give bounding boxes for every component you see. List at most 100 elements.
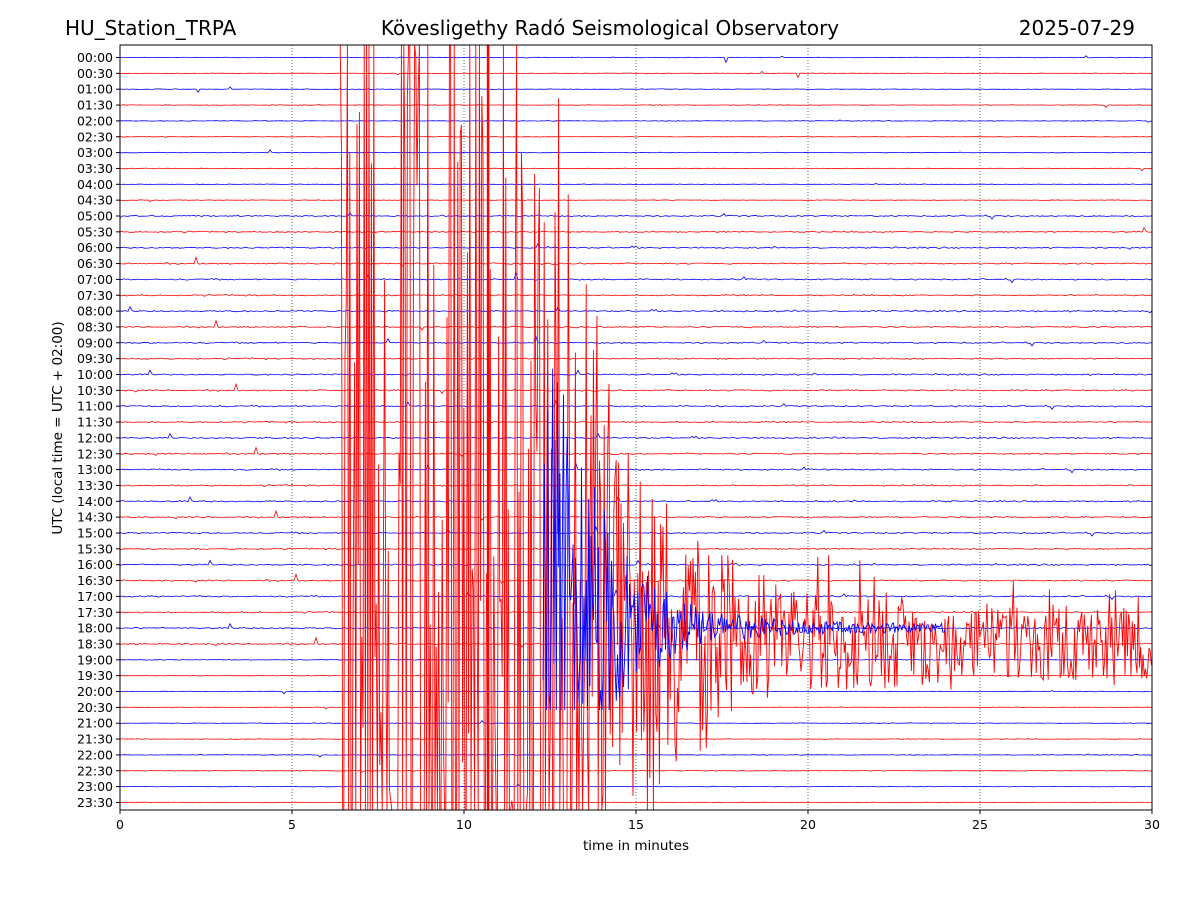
trace-1300: [119, 462, 1153, 474]
x-tick-label-6: 30: [1144, 817, 1160, 832]
trace-0500: [119, 212, 1153, 220]
y-tick-label-23: 11:30: [77, 415, 113, 430]
trace-0000: [119, 55, 1153, 64]
y-tick-label-8: 04:00: [77, 177, 113, 192]
trace-0930: [119, 357, 1153, 361]
y-tick-label-6: 03:00: [77, 145, 113, 160]
trace-1200: [119, 432, 1153, 440]
trace-1000: [119, 369, 1153, 376]
trace-0700: [119, 272, 1153, 284]
x-axis-ticks: 0 5 10 15 20 25 30: [116, 810, 1160, 832]
trace-1500: [119, 525, 1153, 537]
trace-0900: [119, 335, 1153, 347]
y-tick-label-36: 18:00: [77, 621, 113, 636]
y-tick-label-31: 15:30: [77, 541, 113, 556]
trace-2200: [119, 753, 1153, 758]
y-tick-label-35: 17:30: [77, 605, 113, 620]
y-tick-label-41: 20:30: [77, 700, 113, 715]
trace-1030: [120, 382, 1153, 394]
trace-1430: [119, 509, 1153, 521]
trace-2130: [119, 738, 1152, 740]
y-tick-label-5: 02:30: [77, 129, 113, 144]
y-tick-label-34: 17:00: [77, 589, 113, 604]
y-tick-label-30: 15:00: [77, 526, 113, 541]
trace-1400: [119, 496, 1153, 503]
trace-0400: [119, 182, 1152, 186]
trace-1730: [119, 610, 1153, 614]
y-tick-label-4: 02:00: [77, 113, 113, 128]
trace-0730: [119, 293, 1153, 297]
y-tick-label-28: 14:00: [77, 494, 113, 509]
y-tick-label-10: 05:00: [77, 209, 113, 224]
y-tick-label-14: 07:00: [77, 272, 113, 287]
trace-0600: [119, 242, 1153, 250]
y-tick-label-47: 23:30: [77, 795, 113, 810]
trace-0030: [119, 70, 1153, 79]
y-tick-label-12: 06:00: [77, 240, 113, 255]
trace-0630: [119, 255, 1153, 268]
chart-title: Kövesligethy Radó Seismological Observat…: [381, 16, 839, 40]
y-axis-ticks: 00:0000:3001:0001:3002:0002:3003:0003:30…: [77, 50, 120, 810]
trace-0430: [120, 199, 1153, 203]
trace-0830: [119, 319, 1153, 331]
trace-0130: [119, 104, 1153, 108]
x-tick-label-3: 15: [628, 817, 644, 832]
trace-1130: [119, 420, 1153, 424]
x-tick-label-0: 0: [116, 817, 124, 832]
y-tick-label-25: 12:30: [77, 446, 113, 461]
main-event-signal: [339, 44, 1152, 811]
trace-2300: [119, 783, 1153, 788]
x-axis-label: time in minutes: [583, 838, 689, 854]
y-tick-label-21: 10:30: [77, 383, 113, 398]
trace-0330: [119, 167, 1153, 172]
y-tick-label-2: 01:00: [77, 82, 113, 97]
trace-1700: [119, 589, 1153, 601]
y-tick-label-15: 07:30: [77, 288, 113, 303]
y-tick-label-38: 19:00: [77, 652, 113, 667]
y-tick-label-26: 13:00: [77, 462, 113, 477]
y-tick-label-32: 16:00: [77, 557, 113, 572]
y-tick-label-45: 22:30: [77, 763, 113, 778]
trace-1630: [119, 572, 1153, 585]
y-tick-label-19: 09:30: [77, 351, 113, 366]
seismic-traces: [119, 55, 1153, 804]
y-tick-label-13: 06:30: [77, 256, 113, 271]
y-tick-label-16: 08:00: [77, 304, 113, 319]
y-tick-label-29: 14:30: [77, 510, 113, 525]
x-tick-label-5: 25: [972, 817, 988, 832]
x-tick-label-2: 10: [456, 817, 472, 832]
x-tick-label-1: 5: [288, 817, 296, 832]
y-tick-label-0: 00:00: [77, 50, 113, 65]
y-tick-label-27: 13:30: [77, 478, 113, 493]
trace-0230: [119, 135, 1152, 138]
y-tick-label-39: 19:30: [77, 668, 113, 683]
x-tick-label-4: 20: [800, 817, 816, 832]
y-tick-label-44: 22:00: [77, 747, 113, 762]
trace-1230: [119, 446, 1153, 458]
y-tick-label-18: 09:00: [77, 335, 113, 350]
trace-1530: [119, 547, 1152, 551]
trace-2330: [119, 801, 1153, 804]
trace-0100: [120, 86, 1153, 93]
trace-0200: [119, 119, 1153, 123]
trace-1100: [119, 399, 1153, 410]
y-tick-label-24: 12:00: [77, 430, 113, 445]
y-tick-label-43: 21:30: [77, 732, 113, 747]
y-tick-label-11: 05:30: [77, 224, 113, 239]
secondary-event-signal: [542, 368, 946, 711]
chart-date: 2025-07-29: [1019, 16, 1135, 40]
trace-1330: [119, 484, 1153, 487]
trace-0300: [119, 149, 1153, 154]
y-tick-label-17: 08:30: [77, 319, 113, 334]
y-tick-label-9: 04:30: [77, 193, 113, 208]
y-tick-label-42: 21:00: [77, 716, 113, 731]
y-tick-label-1: 00:30: [77, 66, 113, 81]
y-tick-label-33: 16:30: [77, 573, 113, 588]
y-tick-label-46: 23:00: [77, 779, 113, 794]
trace-1600: [119, 559, 1153, 567]
y-tick-label-7: 03:30: [77, 161, 113, 176]
y-tick-label-3: 01:30: [77, 98, 113, 113]
y-tick-label-20: 10:00: [77, 367, 113, 382]
y-axis-label: UTC (local time = UTC + 02:00): [50, 321, 66, 534]
y-tick-label-40: 20:00: [77, 684, 113, 699]
